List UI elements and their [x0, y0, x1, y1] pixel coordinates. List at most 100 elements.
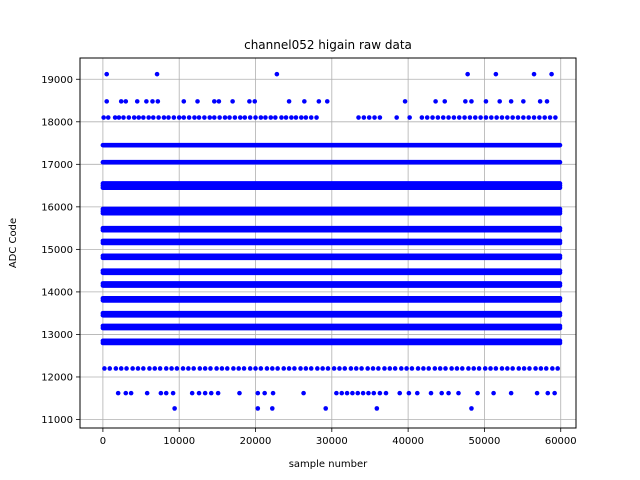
- data-point: [180, 366, 186, 371]
- data-point: [510, 115, 515, 120]
- data-point: [202, 366, 208, 371]
- data-point: [398, 366, 404, 371]
- data-point: [552, 390, 557, 396]
- data-point: [269, 366, 275, 371]
- data-point: [101, 115, 106, 120]
- data-point: [555, 366, 560, 371]
- data-point: [264, 366, 270, 371]
- data-point: [144, 390, 150, 396]
- data-point: [253, 366, 258, 371]
- data-point: [118, 99, 124, 104]
- data-point: [426, 366, 432, 371]
- data-point: [359, 366, 364, 371]
- data-point: [112, 115, 118, 120]
- data-point: [196, 115, 202, 120]
- data-point: [466, 366, 471, 371]
- data-point: [316, 99, 322, 104]
- data-point: [521, 99, 526, 104]
- y-axis-title: ADC Code: [8, 218, 19, 268]
- data-point: [402, 99, 408, 104]
- data-point: [493, 366, 499, 371]
- data-point: [508, 390, 514, 396]
- data-point: [163, 366, 169, 371]
- data-point: [353, 366, 359, 371]
- data-point: [293, 115, 299, 120]
- x-tick-label: 40000: [392, 436, 424, 447]
- data-point: [533, 366, 538, 371]
- data-point: [273, 115, 278, 120]
- data-point: [275, 366, 280, 371]
- data-point: [377, 390, 383, 396]
- data-point: [286, 366, 292, 371]
- data-point: [454, 366, 460, 371]
- data-point: [302, 99, 307, 104]
- data-point: [377, 115, 383, 120]
- data-point: [449, 366, 454, 371]
- data-point: [348, 366, 354, 371]
- data-point: [169, 366, 174, 371]
- data-point: [150, 115, 156, 120]
- data-point: [121, 115, 126, 120]
- data-point: [116, 115, 122, 120]
- data-point: [505, 366, 510, 371]
- data-point: [152, 366, 158, 371]
- data-point: [465, 71, 470, 77]
- data-point: [155, 99, 161, 104]
- data-point: [202, 390, 208, 396]
- data-point: [269, 406, 275, 411]
- data-point: [147, 366, 152, 371]
- data-point: [493, 71, 499, 77]
- data-point: [255, 390, 261, 396]
- data-point: [195, 99, 200, 104]
- data-point: [325, 366, 331, 371]
- data-point: [214, 366, 219, 371]
- data-point: [387, 366, 393, 371]
- data-point: [289, 115, 294, 120]
- data-point: [105, 115, 111, 120]
- data-point: [342, 366, 348, 371]
- data-point: [324, 99, 330, 104]
- y-tick-label: 19000: [41, 75, 73, 86]
- data-point: [102, 366, 107, 371]
- data-point: [124, 366, 129, 371]
- data-point: [404, 366, 409, 371]
- data-point: [432, 366, 438, 371]
- data-point: [202, 115, 207, 120]
- data-point: [292, 366, 297, 371]
- data-point: [181, 99, 187, 104]
- data-point: [544, 99, 550, 104]
- data-point: [482, 366, 488, 371]
- y-tick-label: 11000: [41, 415, 73, 426]
- data-point: [242, 115, 248, 120]
- data-point: [553, 115, 558, 120]
- data-point: [394, 115, 399, 120]
- data-point: [350, 390, 355, 396]
- data-point: [176, 115, 182, 120]
- y-tick-label: 17000: [41, 160, 73, 171]
- data-point: [355, 390, 361, 396]
- y-tick-label: 14000: [41, 287, 73, 298]
- data-point: [172, 406, 177, 411]
- data-point: [383, 390, 389, 396]
- data-point: [231, 366, 236, 371]
- data-point: [161, 115, 167, 120]
- data-point: [181, 115, 187, 120]
- data-point: [339, 390, 345, 396]
- data-point: [376, 366, 381, 371]
- data-point: [409, 366, 415, 371]
- data-point: [115, 390, 121, 396]
- data-point: [483, 99, 489, 104]
- data-point: [320, 366, 325, 371]
- x-tick-label: 50000: [469, 436, 501, 447]
- data-point: [303, 115, 309, 120]
- data-point: [215, 390, 221, 396]
- data-point: [534, 390, 540, 396]
- data-point: [157, 366, 163, 371]
- data-point: [118, 366, 124, 371]
- data-point: [217, 115, 222, 120]
- data-point: [301, 390, 306, 396]
- data-point: [253, 115, 258, 120]
- data-point: [126, 115, 132, 120]
- data-point: [360, 390, 366, 396]
